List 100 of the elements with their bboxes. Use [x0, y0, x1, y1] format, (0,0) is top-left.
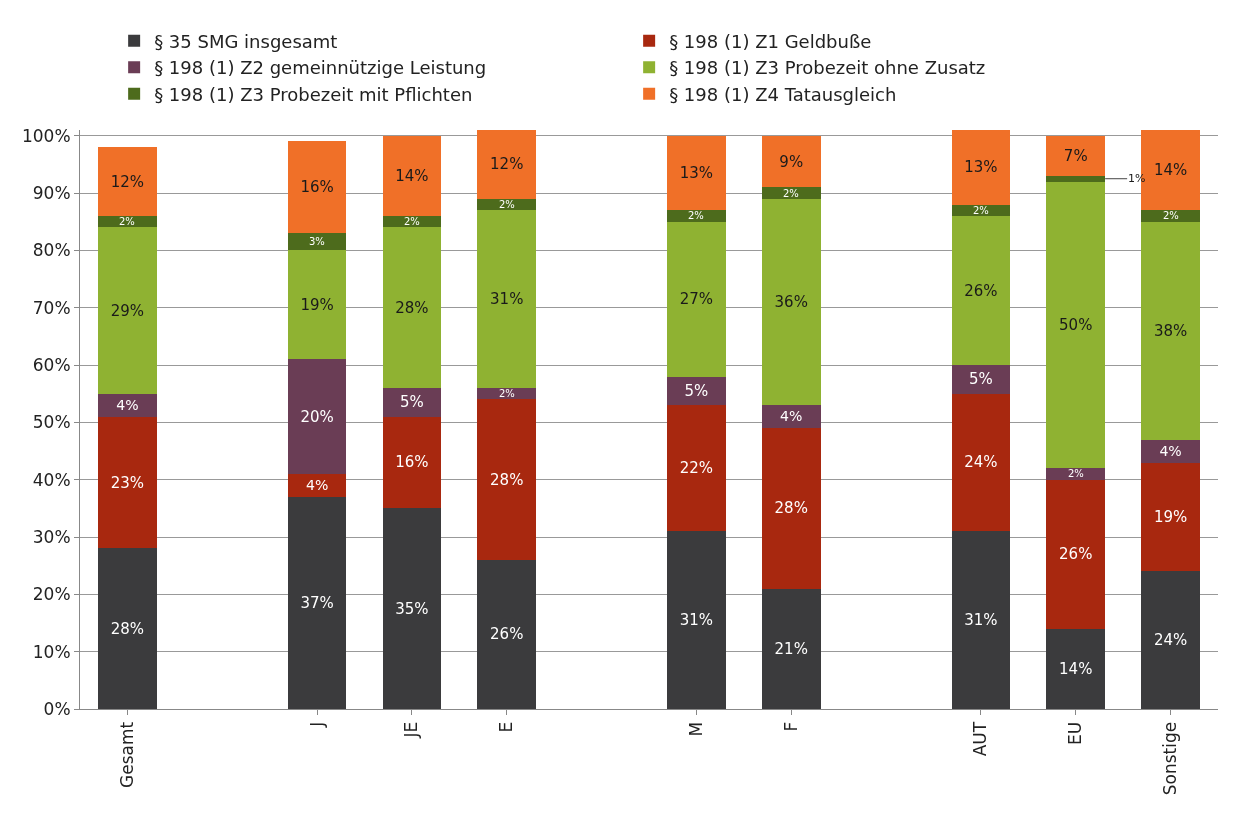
- bar: [98, 147, 157, 216]
- data-label: 12%: [490, 155, 524, 174]
- y-tick-label: 50%: [32, 412, 71, 433]
- data-label: 7%: [1063, 146, 1088, 165]
- bar: [382, 416, 442, 509]
- data-label: 27%: [679, 290, 714, 309]
- bar: [98, 227, 157, 394]
- data-label: 23%: [110, 473, 145, 492]
- bar: [98, 393, 157, 417]
- bar: [382, 508, 442, 709]
- y-tick-label: 60%: [32, 354, 71, 375]
- data-label: 26%: [1059, 545, 1093, 564]
- legend-label: § 198 (1) Z3 Probezeit ohne Zusatz: [669, 57, 986, 79]
- y-tick-label: 10%: [32, 641, 71, 662]
- data-label: 2%: [1068, 468, 1084, 479]
- bar: [1046, 479, 1106, 629]
- data-label: 4%: [780, 408, 803, 425]
- bar: [951, 531, 1011, 709]
- data-label: 19%: [300, 295, 334, 314]
- bar: [1046, 181, 1106, 469]
- bar: [287, 141, 347, 234]
- data-label: 14%: [395, 166, 429, 185]
- legend-label: § 198 (1) Z2 gemeinnützige Leistung: [154, 57, 487, 79]
- y-tick-label: 70%: [32, 297, 71, 318]
- bar: [951, 130, 1011, 205]
- y-tick-label: 80%: [32, 240, 71, 261]
- data-label: 19%: [1153, 507, 1188, 526]
- bar: [1046, 175, 1106, 182]
- bar: [667, 531, 726, 709]
- data-label: 38%: [1153, 321, 1188, 340]
- bar: [1141, 210, 1200, 222]
- data-label: 4%: [305, 477, 329, 494]
- data-label: 9%: [779, 152, 804, 171]
- bar: [1141, 439, 1200, 463]
- x-tick-label: J: [306, 721, 327, 728]
- data-label: 31%: [964, 611, 998, 630]
- data-label: 28%: [110, 619, 145, 638]
- x-tick-label: AUT: [970, 721, 991, 757]
- data-label: 21%: [774, 639, 808, 658]
- data-label: 2%: [404, 216, 420, 227]
- data-label: 12%: [110, 172, 145, 191]
- data-label: 20%: [300, 407, 334, 426]
- legend-label: § 198 (1) Z4 Tatausgleich: [669, 83, 897, 105]
- data-label: 28%: [774, 499, 808, 518]
- bar: [1141, 571, 1200, 709]
- y-tick-label: 0%: [43, 698, 71, 719]
- bar: [761, 405, 821, 429]
- data-label: 26%: [964, 281, 998, 300]
- bar: [761, 135, 821, 188]
- data-label: 5%: [684, 381, 709, 400]
- bar: [1141, 221, 1200, 440]
- data-label: 4%: [116, 396, 139, 413]
- data-label: 2%: [688, 210, 704, 221]
- bar: [667, 221, 726, 377]
- bar: [1046, 628, 1106, 709]
- y-tick-label: 100%: [21, 125, 71, 146]
- legend-label: § 198 (1) Z3 Probezeit mit Pflichten: [154, 83, 473, 105]
- data-label: 28%: [395, 298, 429, 317]
- data-label: 29%: [110, 301, 145, 320]
- data-label: 22%: [679, 459, 714, 478]
- data-label: 5%: [969, 370, 993, 389]
- data-label: 37%: [300, 593, 334, 612]
- bar: [287, 473, 347, 497]
- data-label: 24%: [964, 453, 998, 472]
- data-label: 50%: [1059, 315, 1093, 334]
- data-label: 4%: [1159, 442, 1182, 459]
- data-label: 35%: [395, 599, 429, 618]
- data-label: 16%: [395, 453, 429, 472]
- data-label: 2%: [499, 199, 515, 210]
- data-label: 26%: [490, 625, 524, 644]
- data-label: 31%: [490, 290, 524, 309]
- bar: [477, 130, 537, 199]
- bar: [287, 250, 347, 360]
- data-label: 31%: [679, 611, 714, 630]
- bar: [1046, 468, 1106, 480]
- y-tick-label: 30%: [32, 526, 71, 547]
- bar: [951, 215, 1011, 366]
- bar: [477, 399, 537, 560]
- data-label: 2%: [1163, 210, 1179, 221]
- data-label: 2%: [119, 216, 135, 227]
- data-label: 2%: [783, 188, 799, 199]
- bar: [382, 135, 442, 216]
- legend-label: § 35 SMG insgesamt: [154, 30, 338, 52]
- data-label: 3%: [309, 236, 325, 247]
- bar: [382, 227, 442, 388]
- bar: [1046, 135, 1106, 176]
- bar: [98, 548, 157, 709]
- x-tick-label: Gesamt: [116, 721, 137, 788]
- x-tick-label: JE: [401, 721, 422, 739]
- bar: [477, 559, 537, 709]
- x-tick-label: EU: [1065, 721, 1086, 745]
- bar: [951, 365, 1011, 394]
- data-label: 36%: [774, 292, 808, 311]
- legend-label: § 198 (1) Z1 Geldbuße: [669, 30, 872, 52]
- bar: [98, 416, 157, 549]
- y-tick-label: 90%: [32, 183, 71, 204]
- bar: [287, 359, 347, 474]
- bar: [1141, 462, 1200, 572]
- data-label: 5%: [400, 393, 424, 412]
- y-tick-label: 40%: [32, 469, 71, 490]
